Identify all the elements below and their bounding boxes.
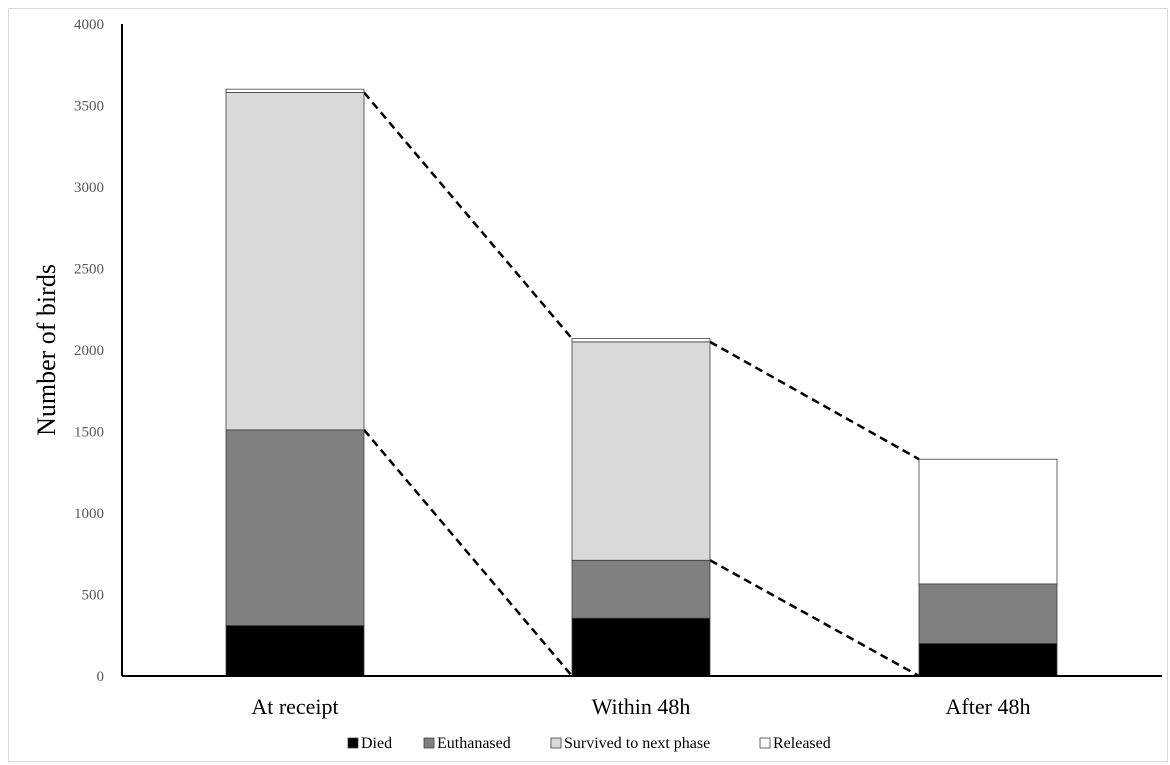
y-tick-label: 2000 (74, 343, 104, 359)
bar-segment-died (571, 617, 711, 677)
connector-upper (363, 91, 573, 340)
connector-upper (709, 340, 920, 461)
legend: Died Euthanased Survived to next phase Rele… (347, 735, 831, 752)
legend-label: Euthanased (437, 735, 511, 752)
bar-segment-survived-to-next-phase (225, 92, 365, 431)
legend-swatch (759, 737, 771, 749)
bar-segment-released (918, 458, 1058, 585)
y-tick-label: 1000 (74, 506, 104, 522)
bar-segment-euthanased (918, 583, 1058, 644)
x-tick-labels: At receipt Within 48h After 48h (251, 694, 1030, 719)
bar-segment-released (225, 88, 365, 93)
y-tick-label: 3000 (74, 180, 104, 196)
x-tick-label: At receipt (251, 694, 338, 719)
y-tick-label: 500 (82, 588, 105, 604)
legend-swatch (550, 737, 562, 749)
legend-swatch (347, 737, 359, 749)
bar-segment-euthanased (571, 559, 711, 619)
y-tick-label: 0 (97, 669, 105, 685)
chart-frame (8, 8, 1168, 762)
bar-segment-died (918, 643, 1058, 677)
y-tick-labels: 0 500 1000 1500 2000 2500 3000 3500 4000 (74, 17, 104, 685)
connector-lower (709, 559, 920, 678)
bar-segment-euthanased (225, 429, 365, 626)
connector-lower (363, 429, 573, 677)
y-tick-label: 2500 (74, 262, 104, 278)
connector-lines (363, 91, 920, 678)
bar-segment-released (571, 338, 711, 343)
bar-segment-died (225, 625, 365, 677)
bars (225, 88, 1058, 677)
x-tick-label: Within 48h (592, 694, 691, 719)
x-tick-label: After 48h (946, 694, 1031, 719)
legend-label: Died (361, 735, 392, 752)
y-tick-label: 3500 (74, 99, 104, 115)
legend-swatch (423, 737, 435, 749)
bar-segment-survived-to-next-phase (571, 341, 711, 561)
y-tick-label: 4000 (74, 17, 104, 33)
y-axis-label: Number of birds (32, 264, 61, 436)
legend-label: Released (773, 735, 831, 752)
y-tick-label: 1500 (74, 425, 104, 441)
legend-label: Survived to next phase (564, 735, 710, 752)
